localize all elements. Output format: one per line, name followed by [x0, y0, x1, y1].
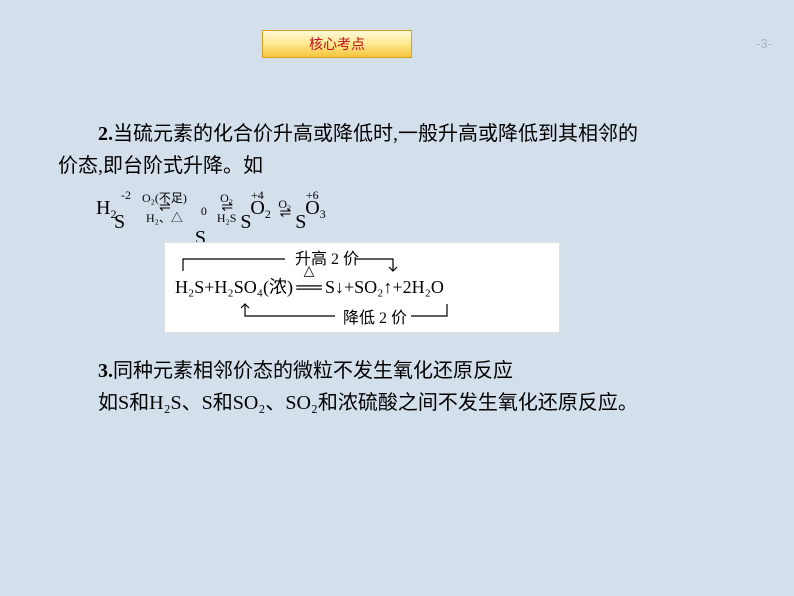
- tab-label: 核心考点: [309, 34, 365, 54]
- triangle-icon: △: [293, 261, 325, 283]
- arr2-bot: H₂S: [217, 212, 237, 224]
- slide-content: 2.当硫元素的化合价升高或降低时,一般升高或降低到其相邻的 价态,即台阶式升降。…: [58, 118, 736, 419]
- so2-sub: 2: [265, 205, 271, 224]
- bracket-bot-svg: [175, 302, 475, 326]
- paragraph-2-line1: 2.当硫元素的化合价升高或降低时,一般升高或降低到其相邻的: [58, 118, 736, 150]
- arrow-2: O₂ ⇌ H₂S: [217, 192, 237, 223]
- h2s-h: H: [96, 192, 110, 224]
- bot-bracket-label: 降低 2 价: [343, 306, 407, 332]
- paragraph-3-title: 3.同种元素相邻价态的微粒不发生氧化还原反应: [58, 355, 736, 387]
- eq-arrow: △══: [293, 273, 325, 302]
- s0-ox: 0: [195, 202, 213, 221]
- h2s-ox: -2: [112, 186, 140, 205]
- h2s-s: S: [114, 206, 125, 238]
- so2-s: S: [240, 206, 251, 238]
- bracket-top: 升高 2 价: [175, 249, 549, 273]
- arr1-bot: H₂、△: [146, 212, 183, 224]
- paragraph-3-body: 如S和H₂S、S和SO₂、SO₂和浓硫酸之间不发生氧化还原反应。: [58, 387, 736, 419]
- species-so2: +4 S O2: [240, 192, 274, 224]
- so2-ox: +4: [240, 186, 274, 205]
- harpoon-icon: ⇌: [279, 208, 290, 219]
- diag-pre: H₂S+H₂SO₄(浓): [175, 277, 293, 297]
- so3-ox: +6: [295, 186, 329, 205]
- diag-post: S↓+SO₂↑+2H₂O: [325, 277, 444, 297]
- page-number: -3-: [756, 36, 772, 51]
- equation-line: H2 -2 S O₂(不足) ⇌ H₂、△ 0 S O₂ ⇌ H₂S +4 S …: [96, 192, 736, 224]
- para3-title-text: 同种元素相邻价态的微粒不发生氧化还原反应: [113, 360, 513, 382]
- tab-core-points: 核心考点: [262, 30, 412, 58]
- bracket-bot: 降低 2 价: [175, 302, 549, 326]
- diagram-main-equation: H₂S+H₂SO₄(浓)△══S↓+SO₂↑+2H₂O: [175, 273, 549, 302]
- para2-lead: 2.: [98, 123, 113, 145]
- so3-sub: 3: [320, 205, 326, 224]
- arrow-3: O₂ ⇌: [278, 198, 291, 217]
- reaction-diagram: 升高 2 价 H₂S+H₂SO₄(浓)△══S↓+SO₂↑+2H₂O 降低 2 …: [164, 242, 560, 333]
- para3-lead: 3.: [98, 360, 113, 382]
- paragraph-2-line2: 价态,即台阶式升降。如: [58, 150, 736, 182]
- para2-text-a: 当硫元素的化合价升高或降低时,一般升高或降低到其相邻的: [113, 123, 638, 145]
- arrow-1: O₂(不足) ⇌ H₂、△: [142, 192, 187, 223]
- so3-s: S: [295, 206, 306, 238]
- species-h2s: H2 -2 S: [96, 192, 124, 224]
- species-so3: +6 S O3: [295, 192, 329, 224]
